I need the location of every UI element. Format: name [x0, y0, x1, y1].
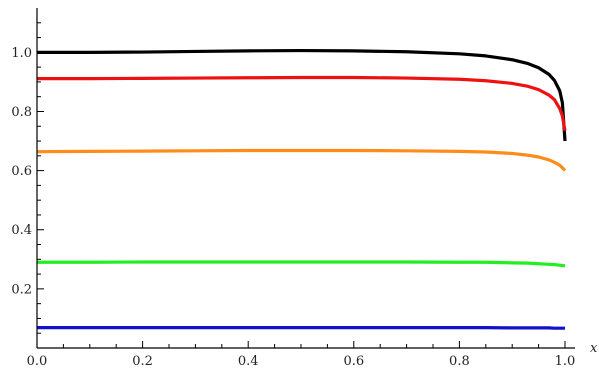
y-tick-label: 0.6	[11, 164, 32, 179]
x-axis-title: x	[590, 341, 598, 356]
x-tick-label: 0.8	[449, 354, 470, 369]
series-layer	[36, 48, 567, 330]
x-tick-label: 0.6	[343, 354, 364, 369]
y-tick-label: 0.4	[11, 223, 32, 238]
series-line-3	[36, 148, 567, 172]
x-tick-label: 0.2	[132, 354, 153, 369]
y-tick-label: 1.0	[11, 46, 32, 61]
x-tick-label: 1.0	[555, 354, 576, 369]
series-line-5	[37, 326, 565, 330]
series-line-2	[37, 75, 567, 131]
y-tick-label: 0.2	[11, 282, 32, 297]
axes-layer	[36, 8, 575, 349]
x-tick-label: 0.4	[238, 354, 259, 369]
y-tick-label: 0.8	[11, 105, 32, 120]
x-tick-label: 0.0	[27, 354, 48, 369]
series-line-1	[37, 48, 567, 142]
series-line-4	[37, 260, 566, 268]
ticks-layer: 0.0 0.2 0.4 0.6 0.8 1.0 0.2 0.4 0.6 0.8 1.0	[11, 22, 576, 369]
